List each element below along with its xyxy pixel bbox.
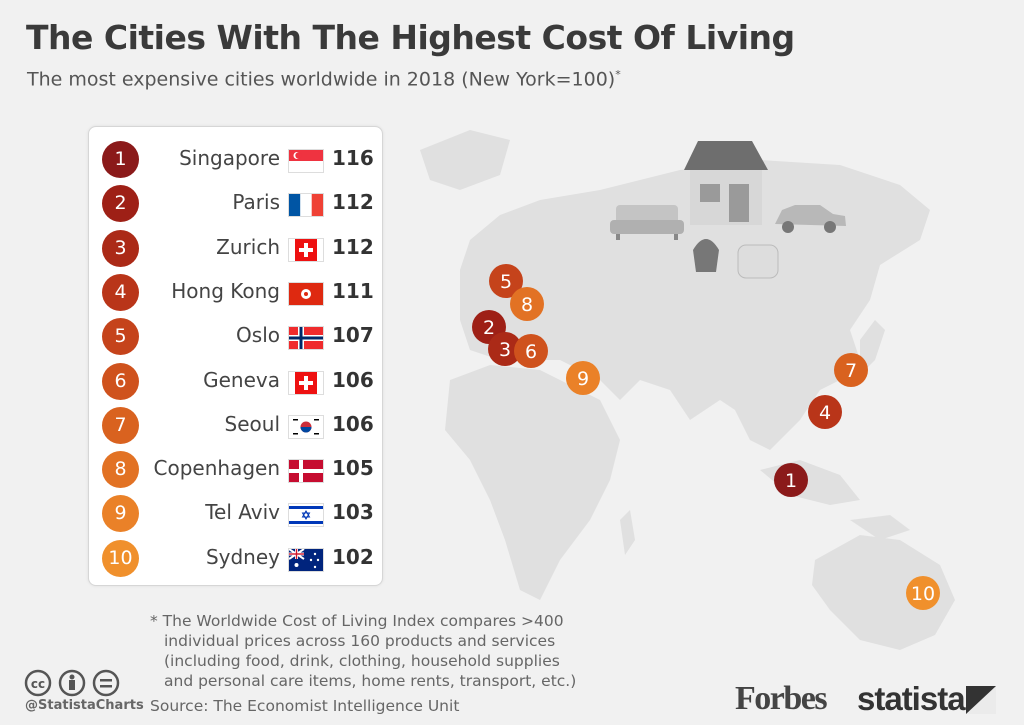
index-value: 116 xyxy=(332,146,374,170)
index-value: 106 xyxy=(332,411,374,436)
no-derivatives-icon xyxy=(92,669,120,697)
map-marker xyxy=(834,353,868,387)
rank-badge: 5 xyxy=(102,318,139,356)
city-name: Sydney xyxy=(205,544,280,569)
ranking-table: 1 Singapore 116 2 Paris 112 3 Zurich 112 4 Hong Ko… xyxy=(88,126,383,586)
continents xyxy=(420,130,955,650)
map-marker-label: 10 xyxy=(911,583,935,605)
house-icon xyxy=(684,141,768,225)
page-subtitle: The most expensive cities worldwide in 2… xyxy=(27,68,621,91)
forbes-logo[interactable]: Forbes xyxy=(735,680,828,717)
city-name: Oslo xyxy=(236,323,280,348)
footnote-line: (including food, drink, clothing, househ… xyxy=(164,652,560,670)
ranking-row: 1 Singapore 116 xyxy=(89,137,382,178)
city-name: Paris xyxy=(232,190,280,215)
city-name: Copenhagen xyxy=(153,456,280,481)
map-marker xyxy=(488,332,522,366)
map-marker xyxy=(510,287,544,321)
source-note: Source: The Economist Intelligence Unit xyxy=(150,697,460,715)
map-marker xyxy=(906,576,940,610)
city-name: Geneva xyxy=(203,367,280,392)
norway-flag-icon xyxy=(289,327,323,350)
ranking-row: 9 Tel Aviv 103 xyxy=(89,491,382,533)
bag-icon xyxy=(693,239,719,272)
rank-badge: 7 xyxy=(102,406,139,444)
statista-logo[interactable]: statista xyxy=(857,680,966,717)
cc-icon xyxy=(24,669,52,697)
index-value: 107 xyxy=(332,323,374,348)
city-name: Seoul xyxy=(224,411,280,436)
city-name: Hong Kong xyxy=(171,278,280,303)
map-marker xyxy=(808,395,842,429)
map-marker-label: 4 xyxy=(819,402,831,424)
denmark-flag-icon xyxy=(289,460,323,483)
index-value: 105 xyxy=(332,456,374,481)
switzerland-flag-icon xyxy=(289,371,323,394)
map-marker xyxy=(514,334,548,368)
bread-icon xyxy=(737,244,779,279)
svg-text:cc: cc xyxy=(31,677,45,691)
city-name: Zurich xyxy=(216,234,280,259)
ranking-row: 4 Hong Kong 111 xyxy=(89,270,382,311)
rank-badge: 3 xyxy=(102,229,139,267)
switzerland-flag-icon xyxy=(289,238,323,261)
car-icon xyxy=(775,205,846,233)
map-marker-label: 6 xyxy=(525,341,537,363)
index-value: 111 xyxy=(332,278,374,303)
index-value: 112 xyxy=(332,234,374,259)
city-name: Tel Aviv xyxy=(205,500,280,525)
map-marker-label: 9 xyxy=(577,368,589,390)
rank-badge: 10 xyxy=(102,539,139,577)
map-marker xyxy=(774,463,808,497)
footnote-line: individual prices across 160 products an… xyxy=(164,632,556,650)
rank-badge: 6 xyxy=(102,362,139,400)
index-value: 103 xyxy=(332,500,374,525)
ranking-row: 7 Seoul 106 xyxy=(89,403,382,444)
map-marker-label: 7 xyxy=(845,360,857,382)
illustration xyxy=(610,141,846,279)
france-flag-icon xyxy=(289,194,323,217)
page-title: The Cities With The Highest Cost Of Livi… xyxy=(26,18,795,57)
index-value: 102 xyxy=(332,544,374,569)
map-marker-label: 8 xyxy=(521,294,533,316)
map-marker-label: 5 xyxy=(500,271,512,293)
ranking-row: 8 Copenhagen 105 xyxy=(89,447,382,489)
footnote-line: * The Worldwide Cost of Living Index com… xyxy=(150,612,564,630)
australia-flag-icon xyxy=(289,548,323,571)
hongkong-flag-icon xyxy=(289,282,323,305)
rank-badge: 9 xyxy=(102,495,139,533)
rank-badge: 8 xyxy=(102,451,139,489)
footnote: * The Worldwide Cost of Living Index com… xyxy=(150,611,610,691)
index-value: 106 xyxy=(332,367,374,392)
ranking-row: 10 Sydney 102 xyxy=(89,536,382,577)
rank-badge: 1 xyxy=(102,141,139,178)
index-value: 112 xyxy=(332,190,374,215)
map-marker-label: 3 xyxy=(499,339,511,361)
singapore-flag-icon xyxy=(289,150,323,172)
statista-logo-mark xyxy=(966,686,996,714)
statista-handle[interactable]: @StatistaCharts xyxy=(25,698,144,713)
map-marker-label: 1 xyxy=(785,470,797,492)
rank-badge: 2 xyxy=(102,185,139,223)
sofa-icon xyxy=(610,205,684,240)
ranking-row: 2 Paris 112 xyxy=(89,181,382,223)
map-marker xyxy=(566,361,600,395)
rank-badge: 4 xyxy=(102,273,139,311)
license-icons[interactable]: cc xyxy=(24,669,128,697)
ranking-row: 5 Oslo 107 xyxy=(89,314,382,356)
ranking-row: 6 Geneva 106 xyxy=(89,359,382,400)
attribution-icon xyxy=(58,669,86,697)
map-marker xyxy=(489,264,523,298)
city-name: Singapore xyxy=(179,146,280,170)
israel-flag-icon xyxy=(289,504,323,527)
footnote-line: and personal care items, home rents, tra… xyxy=(164,672,577,690)
ranking-row: 3 Zurich 112 xyxy=(89,226,382,267)
korea-flag-icon xyxy=(289,415,323,438)
map-marker-label: 2 xyxy=(483,317,495,339)
